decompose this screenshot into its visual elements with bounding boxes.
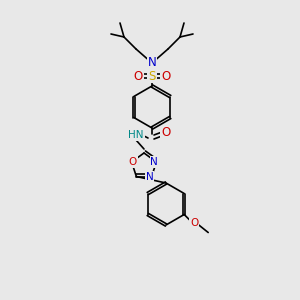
Text: N: N xyxy=(151,157,158,167)
Text: O: O xyxy=(161,70,171,83)
Text: HN: HN xyxy=(128,130,144,140)
Text: O: O xyxy=(161,127,171,140)
Text: O: O xyxy=(134,70,142,83)
Text: N: N xyxy=(146,172,154,182)
Text: N: N xyxy=(148,56,156,70)
Text: O: O xyxy=(190,218,198,227)
Text: S: S xyxy=(148,70,156,83)
Text: O: O xyxy=(128,157,137,167)
